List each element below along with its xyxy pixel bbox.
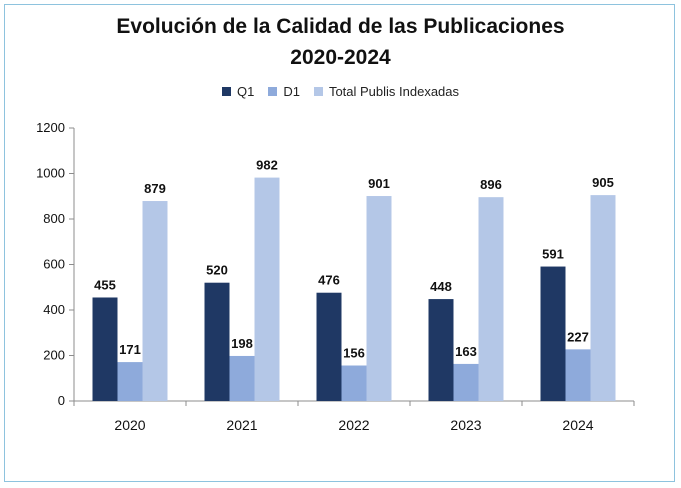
y-tick-label: 400 <box>43 302 65 317</box>
legend-swatch-q1 <box>221 87 231 96</box>
chart-frame <box>4 4 675 482</box>
x-tick-label: 2021 <box>226 417 257 433</box>
y-tick-label: 1000 <box>36 166 65 181</box>
data-label: 905 <box>592 175 614 190</box>
y-tick-label: 200 <box>43 348 65 363</box>
data-label: 879 <box>144 181 166 196</box>
data-label: 982 <box>256 158 278 173</box>
legend-item-total: Total Publis Indexadas <box>313 84 460 99</box>
bar-d1 <box>229 355 255 401</box>
bar-total-publis-indexadas <box>478 197 504 401</box>
data-label: 227 <box>567 329 589 344</box>
bar-d1 <box>453 363 479 401</box>
data-label: 448 <box>430 279 452 294</box>
legend-item-q1: Q1 <box>221 84 255 99</box>
bar-q1 <box>540 266 566 401</box>
y-tick-label: 0 <box>58 393 65 408</box>
x-tick-label: 2024 <box>562 417 593 433</box>
data-label: 171 <box>119 342 141 357</box>
x-tick-label: 2023 <box>450 417 481 433</box>
data-label: 476 <box>318 273 340 288</box>
legend-swatch-d1 <box>268 87 278 96</box>
bar-d1 <box>341 365 367 401</box>
bar-q1 <box>428 299 454 401</box>
bar-q1 <box>92 297 118 401</box>
legend-swatch-total <box>313 87 323 96</box>
bar-total-publis-indexadas <box>366 196 392 401</box>
data-label: 901 <box>368 176 390 191</box>
legend-label-total: Total Publis Indexadas <box>328 84 460 99</box>
data-label: 156 <box>343 346 365 361</box>
bar-total-publis-indexadas <box>142 201 168 401</box>
data-label: 896 <box>480 177 502 192</box>
x-tick-label: 2022 <box>338 417 369 433</box>
data-label: 198 <box>231 336 253 351</box>
chart-subtitle: 2020-2024 <box>290 46 391 69</box>
bar-total-publis-indexadas <box>590 195 616 401</box>
x-tick-label: 2020 <box>114 417 145 433</box>
legend-label-d1: D1 <box>283 84 300 99</box>
bar-q1 <box>316 292 342 401</box>
y-tick-label: 600 <box>43 257 65 272</box>
data-label: 163 <box>455 344 477 359</box>
data-label: 520 <box>206 263 228 278</box>
chart-title: Evolución de la Calidad de las Publicaci… <box>116 15 565 38</box>
legend-item-d1: D1 <box>268 84 300 99</box>
data-label: 455 <box>94 277 116 292</box>
bar-q1 <box>204 282 230 401</box>
data-label: 591 <box>542 247 564 262</box>
bar-d1 <box>565 349 591 401</box>
bar-d1 <box>117 362 143 401</box>
y-tick-label: 1200 <box>36 120 65 135</box>
y-tick-label: 800 <box>43 211 65 226</box>
bar-total-publis-indexadas <box>254 177 280 401</box>
chart-legend: Q1 D1 Total Publis Indexadas <box>0 84 681 99</box>
legend-label-q1: Q1 <box>236 84 255 99</box>
